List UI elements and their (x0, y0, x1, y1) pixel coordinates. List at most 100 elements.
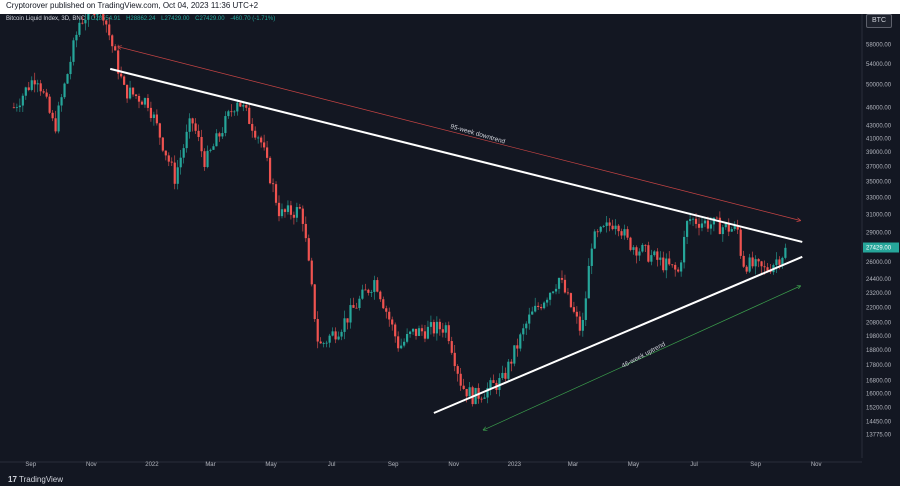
candle-body (30, 80, 33, 90)
candle-body (373, 280, 376, 292)
candle-body (641, 244, 644, 252)
candle-body (203, 151, 206, 167)
candle-body (221, 133, 224, 137)
tradingview-logo[interactable]: 17 TradingView (8, 475, 63, 484)
candle-body (343, 318, 346, 332)
y-tick-label: 15200.00 (866, 406, 892, 412)
candle-body (111, 35, 114, 47)
candle-body (706, 220, 710, 229)
candle-body (257, 137, 260, 139)
candle-body (105, 20, 108, 25)
candle-body (763, 266, 766, 268)
candle-body (575, 311, 578, 317)
uptrend-line[interactable] (433, 255, 803, 414)
candle-body (260, 137, 263, 143)
candle-body (709, 224, 713, 229)
candle-body (379, 291, 382, 300)
candle-body (33, 80, 36, 85)
candle-body (525, 323, 528, 329)
legend-high: H28862.24 (126, 16, 156, 22)
candle-body (236, 102, 239, 112)
candle-body (227, 111, 230, 117)
legend-change: -460.70 (-1.71%) (230, 16, 276, 22)
x-tick-label: Sep (25, 462, 36, 468)
candle-body (602, 225, 605, 227)
candle-body (334, 331, 337, 340)
y-tick-label: 16800.00 (866, 378, 892, 384)
candle-body (781, 257, 784, 265)
candle-body (391, 319, 394, 325)
candle-body (120, 73, 123, 77)
candle-body (182, 148, 185, 158)
y-tick-label: 18800.00 (866, 348, 892, 354)
y-tick-label: 41000.00 (866, 136, 892, 142)
candle-body (355, 307, 358, 309)
candle-body (578, 316, 581, 331)
candle-body (736, 225, 739, 230)
candle-body (352, 305, 355, 308)
candle-body (614, 225, 617, 230)
published-text: Cryptorover published on TradingView.com… (6, 1, 259, 10)
candle-body (742, 255, 745, 267)
candle-body (677, 269, 680, 272)
y-tick-label: 43000.00 (866, 124, 892, 130)
candle-body (364, 289, 367, 291)
y-tick-label: 16000.00 (866, 392, 892, 398)
candle-body (569, 293, 573, 308)
candle-body (551, 291, 555, 293)
candle-body (78, 22, 81, 35)
candle-body (340, 331, 343, 337)
candle-body (84, 19, 87, 24)
candle-body (173, 162, 176, 184)
y-tick-label: 22000.00 (866, 305, 892, 311)
candle-body (280, 209, 284, 217)
candle-body (778, 259, 781, 265)
candle-body (218, 133, 221, 137)
candle-body (271, 183, 275, 185)
candle-body (75, 34, 78, 41)
candle-body (599, 226, 602, 232)
candle-body (748, 257, 751, 272)
candle-body (370, 291, 373, 293)
candle-body (331, 331, 334, 336)
candle-body (191, 118, 194, 124)
candle-body (212, 146, 215, 150)
candle-body (683, 236, 686, 263)
candle-body (403, 341, 406, 346)
candle-body (504, 372, 507, 379)
y-tick-label: 37000.00 (866, 164, 892, 170)
candle-body (775, 259, 778, 266)
candle-body (665, 258, 668, 271)
candle-body (426, 326, 430, 339)
y-tick-label: 54000.00 (866, 62, 892, 68)
candle-body (265, 147, 269, 158)
downtrend-line[interactable] (109, 67, 803, 243)
candle-body (784, 247, 787, 258)
candle-body (39, 83, 42, 92)
candle-body (128, 87, 132, 99)
candle-body (60, 97, 63, 106)
candle-body (751, 257, 754, 267)
candle-body (146, 98, 150, 108)
candle-body (545, 299, 549, 303)
y-tick-label: 35000.00 (866, 179, 892, 185)
candle-body (230, 111, 233, 113)
candle-body (143, 98, 147, 105)
price-chart[interactable]: 95-week downtrend 46-week uptrend 13775.0… (0, 14, 900, 486)
candle-body (596, 231, 599, 233)
y-tick-label: 29000.00 (866, 230, 892, 236)
candle-body (316, 319, 319, 342)
candle-body (727, 223, 730, 232)
candle-body (590, 248, 593, 266)
x-tick-label: Sep (750, 462, 761, 468)
candle-body (566, 292, 570, 294)
candle-body (15, 107, 18, 108)
candle-body (18, 105, 21, 108)
candle-body (66, 74, 69, 84)
candle-body (650, 255, 653, 262)
candle-body (358, 298, 361, 308)
candle-body (21, 95, 24, 106)
symbol-badge[interactable]: BTC (866, 14, 892, 28)
candle-body (325, 342, 328, 344)
candle-body (304, 223, 307, 239)
